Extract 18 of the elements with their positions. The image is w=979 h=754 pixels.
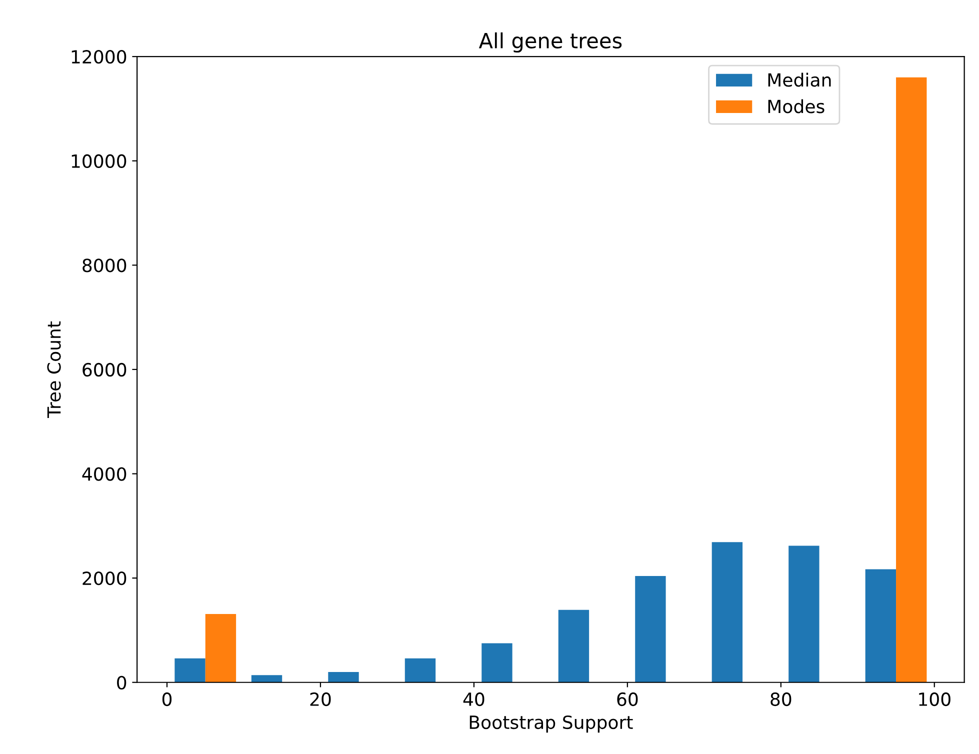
x-axis-title: Bootstrap Support [470,715,633,733]
x-tick-label: 60 [617,692,638,706]
x-tick-label: 20 [310,692,331,706]
x-tick-label: 80 [770,692,792,706]
chart-title: All gene trees [478,32,622,53]
legend-label: Modes [768,99,824,114]
x-tick-label: 0 [162,692,172,706]
y-tick-label: 10000 [72,154,126,168]
x-tick-label: 40 [463,692,484,706]
y-tick-label: 2000 [82,572,126,586]
x-tick-label: 100 [919,692,950,706]
y-axis-title: Tree Count [47,321,61,418]
y-tick-label: 8000 [82,258,126,272]
y-tick-label: 6000 [82,362,126,377]
y-tick-label: 0 [117,676,126,690]
legend-label: Median [768,72,831,87]
y-tick-label: 12000 [72,50,126,64]
y-tick-label: 4000 [82,467,126,481]
